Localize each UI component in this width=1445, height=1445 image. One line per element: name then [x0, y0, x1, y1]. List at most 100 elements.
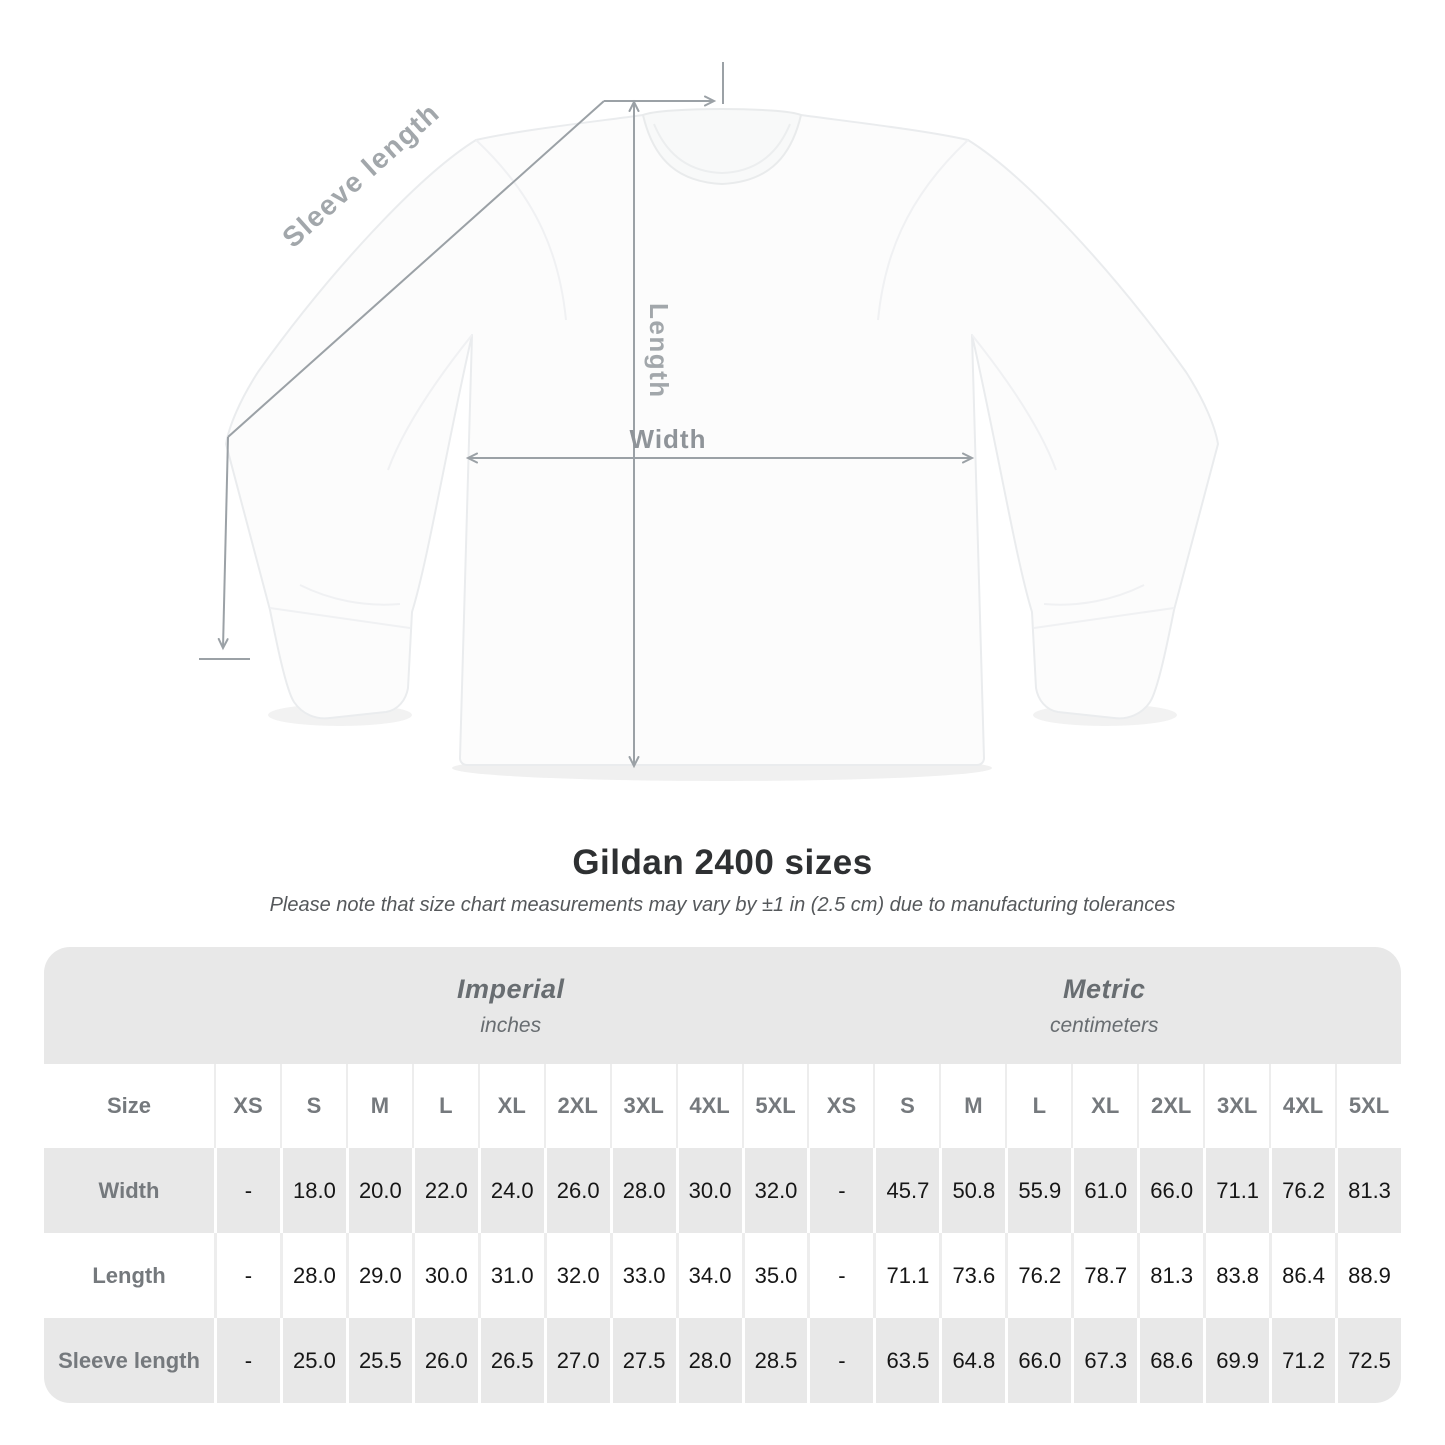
- row-label-text: Sleeve length: [58, 1347, 200, 1373]
- value-text: 67.3: [1084, 1347, 1128, 1373]
- value-cell: 26.0: [411, 1318, 478, 1403]
- value-text: 64.8: [952, 1347, 996, 1373]
- size-header-imperial-5xl: 5XL: [741, 1064, 808, 1148]
- value-cell: 28.5: [741, 1318, 808, 1403]
- unit-section-imperial: Imperial inches: [214, 947, 808, 1064]
- value-text: 28.0: [292, 1262, 336, 1288]
- page-title: Gildan 2400 sizes: [572, 843, 873, 882]
- size-header-metric-s: S: [873, 1064, 940, 1148]
- value-cell: 63.5: [873, 1318, 940, 1403]
- row-label-text: Width: [98, 1177, 160, 1203]
- value-text: 88.9: [1348, 1262, 1391, 1288]
- size-header-metric-l: L: [1005, 1064, 1072, 1148]
- value-cell: 28.0: [279, 1233, 346, 1318]
- size-header-imperial-s: S: [279, 1064, 346, 1148]
- value-text: 73.6: [952, 1262, 996, 1288]
- value-text: 35.0: [754, 1262, 798, 1288]
- value-cell: 30.0: [675, 1148, 742, 1233]
- value-text: 28.0: [622, 1177, 666, 1203]
- value-text: 55.9: [1018, 1177, 1062, 1203]
- shirt-collar: [641, 108, 803, 186]
- value-cell: 69.9: [1203, 1318, 1270, 1403]
- size-table: Imperial inches Metric centimeters Size XS S M L…: [44, 947, 1401, 1403]
- value-cell: 34.0: [675, 1233, 742, 1318]
- value-text: -: [244, 1347, 253, 1373]
- value-text: 32.0: [556, 1262, 600, 1288]
- size-header-label: L: [1032, 1093, 1047, 1118]
- value-text: 76.2: [1018, 1262, 1062, 1288]
- value-cell: 88.9: [1335, 1233, 1401, 1318]
- value-cell: 28.0: [675, 1318, 742, 1403]
- collar-rib-line: [653, 123, 791, 175]
- size-header-imperial-3xl: 3XL: [609, 1064, 676, 1148]
- size-header-label: S: [306, 1093, 322, 1118]
- size-header-imperial-l: L: [411, 1064, 478, 1148]
- value-text: 81.3: [1348, 1177, 1391, 1203]
- value-text: 63.5: [886, 1347, 930, 1373]
- row-label-sleeve-length: Sleeve length: [44, 1318, 214, 1403]
- value-cell: 83.8: [1203, 1233, 1270, 1318]
- value-cell: 28.0: [609, 1148, 676, 1233]
- value-cell: -: [214, 1233, 280, 1318]
- value-cell: 81.3: [1335, 1148, 1401, 1233]
- long-sleeve-shirt: [225, 108, 1219, 766]
- value-text: 78.7: [1084, 1262, 1128, 1288]
- size-header-label: S: [900, 1093, 915, 1118]
- size-header-label: 5XL: [755, 1093, 796, 1118]
- value-text: 28.0: [688, 1347, 732, 1373]
- value-text: 68.6: [1150, 1347, 1194, 1373]
- size-header-label: M: [964, 1093, 983, 1118]
- size-header-label: 5XL: [1348, 1093, 1390, 1118]
- value-cell: 71.2: [1269, 1318, 1336, 1403]
- width-label: Width: [630, 424, 707, 454]
- value-cell: 71.1: [1203, 1148, 1270, 1233]
- value-text: -: [244, 1177, 253, 1203]
- value-text: 45.7: [886, 1177, 930, 1203]
- value-cell: 26.0: [543, 1148, 610, 1233]
- value-cell: 45.7: [873, 1148, 940, 1233]
- value-cell: -: [214, 1148, 280, 1233]
- shirt-measurement-diagram: Sleeve length Length Width: [199, 62, 1219, 781]
- value-cell: 26.5: [477, 1318, 544, 1403]
- value-text: 29.0: [358, 1262, 402, 1288]
- row-label-width: Width: [44, 1148, 214, 1233]
- value-text: -: [838, 1177, 846, 1203]
- value-text: -: [838, 1347, 846, 1373]
- value-cell: 76.2: [1269, 1148, 1336, 1233]
- size-header-metric-3xl: 3XL: [1203, 1064, 1270, 1148]
- value-text: 25.5: [358, 1347, 402, 1373]
- value-cell: 67.3: [1071, 1318, 1138, 1403]
- value-text: 18.0: [292, 1177, 336, 1203]
- value-cell: 22.0: [411, 1148, 478, 1233]
- value-cell: 73.6: [939, 1233, 1006, 1318]
- measurement-annotations: [199, 62, 975, 769]
- value-text: 66.0: [1018, 1347, 1062, 1373]
- value-cell: 66.0: [1137, 1148, 1204, 1233]
- value-cell: 27.0: [543, 1318, 610, 1403]
- value-text: 30.0: [424, 1262, 468, 1288]
- size-header-metric-4xl: 4XL: [1269, 1064, 1336, 1148]
- size-header-metric-m: M: [939, 1064, 1006, 1148]
- size-header-label: XS: [826, 1093, 857, 1118]
- value-text: 32.0: [754, 1177, 798, 1203]
- unit-section-name: Metric: [1062, 973, 1146, 1004]
- value-cell: 55.9: [1005, 1148, 1072, 1233]
- value-cell: 76.2: [1005, 1233, 1072, 1318]
- value-cell: -: [214, 1318, 280, 1403]
- value-text: 20.0: [358, 1177, 402, 1203]
- value-cell: 31.0: [477, 1233, 544, 1318]
- size-header-label: 4XL: [1282, 1093, 1324, 1118]
- value-cell: 61.0: [1071, 1148, 1138, 1233]
- row-label-length: Length: [44, 1233, 214, 1318]
- size-column-header: Size: [44, 1064, 214, 1148]
- value-cell: 86.4: [1269, 1233, 1336, 1318]
- value-text: 76.2: [1282, 1177, 1325, 1203]
- value-text: 61.0: [1084, 1177, 1128, 1203]
- value-text: 22.0: [424, 1177, 468, 1203]
- value-cell: 25.0: [279, 1318, 346, 1403]
- table-corner-cell: [44, 947, 214, 1064]
- value-text: 24.0: [490, 1177, 534, 1203]
- value-text: 81.3: [1150, 1262, 1194, 1288]
- size-header-label: XL: [497, 1093, 526, 1118]
- value-cell: 81.3: [1137, 1233, 1204, 1318]
